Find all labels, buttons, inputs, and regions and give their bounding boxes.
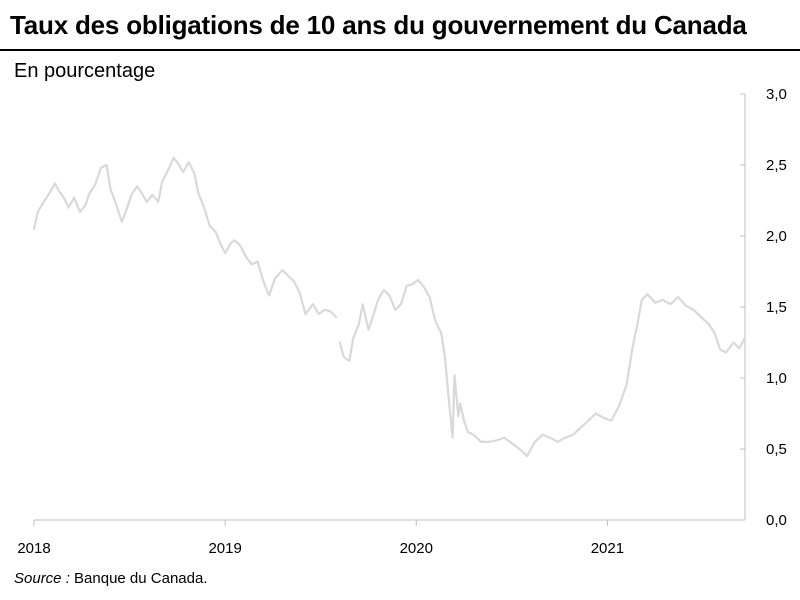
y-tick-label: 0,5: [766, 441, 787, 458]
series-layer: [32, 156, 747, 458]
unit-label: En pourcentage: [14, 60, 156, 82]
y-tick-label: 2,5: [766, 157, 787, 174]
axes: 2018 2019 2020 2021 0,0 0,5 1,0 1,5 2,0 2,5 3,0: [17, 86, 787, 557]
x-tick-label: 2019: [208, 540, 241, 557]
y-tick-label: 3,0: [766, 86, 787, 103]
y-tick-label: 0,0: [766, 512, 787, 529]
y-tick-label: 1,5: [766, 299, 787, 316]
x-tick-label: 2021: [591, 540, 624, 557]
x-tick-label: 2018: [17, 540, 50, 557]
series-line-segment-2: [338, 278, 747, 458]
series-line-segment-1: [32, 156, 338, 318]
source-note: Source : Banque du Canada.: [14, 570, 208, 587]
y-tick-label: 2,0: [766, 228, 787, 245]
chart-title: Taux des obligations de 10 ans du gouver…: [10, 10, 747, 40]
y-tick-label: 1,0: [766, 370, 787, 387]
source-text: Banque du Canada.: [74, 570, 208, 587]
source-label: Source :: [14, 570, 70, 587]
x-tick-label: 2020: [400, 540, 433, 557]
title-divider: [0, 49, 800, 51]
